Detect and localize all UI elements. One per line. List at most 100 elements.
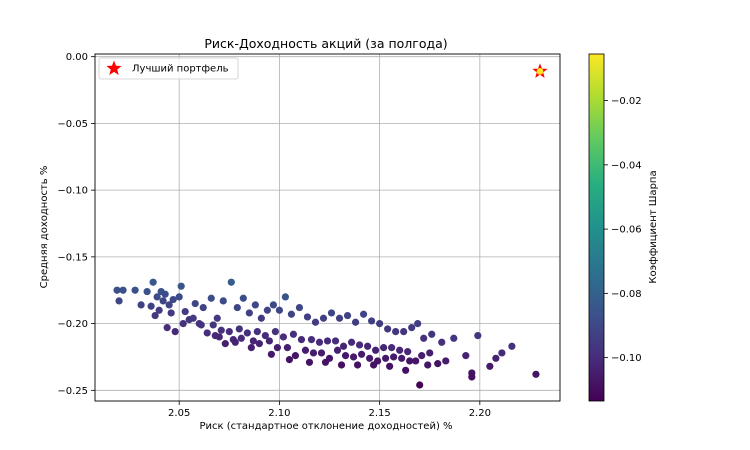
portfolio-point (309, 349, 318, 357)
x-axis: 2.05 2.10 2.15 2.20 (168, 401, 491, 419)
portfolio-point (147, 302, 155, 310)
legend: Лучший портфель (98, 57, 239, 80)
y-tick-label: −0.05 (57, 119, 88, 130)
plot-frame (94, 53, 561, 402)
portfolio-point (388, 344, 396, 352)
portfolio-point (396, 346, 404, 354)
portfolio-point (343, 311, 352, 320)
portfolio-point (159, 297, 167, 305)
portfolio-point (257, 314, 265, 322)
colorbar-tick-label: −0.10 (611, 353, 642, 364)
portfolio-point (243, 329, 251, 337)
legend-box (98, 57, 239, 80)
legend-star-shape (106, 60, 122, 75)
portfolio-point (221, 340, 229, 348)
portfolio-point (189, 314, 197, 322)
best-portfolio-point (536, 67, 544, 75)
portfolio-point (219, 297, 227, 305)
portfolio-point (392, 328, 400, 336)
portfolio-point (249, 337, 257, 345)
portfolio-point (438, 338, 446, 346)
portfolio-point (289, 330, 298, 338)
portfolio-point (167, 309, 175, 317)
y-axis: 0.00 −0.05 −0.10 −0.15 −0.20 −0.25 (57, 52, 95, 397)
portfolio-point (215, 333, 223, 341)
portfolio-point (287, 310, 296, 318)
portfolio-point (267, 350, 275, 358)
portfolio-point (400, 328, 408, 336)
portfolio-point (227, 278, 235, 286)
colorbar: −0.02 −0.04 −0.06 −0.08 −0.10 Коэффициент Ша… (588, 53, 659, 402)
portfolio-point (333, 346, 342, 354)
portfolio-point (341, 352, 350, 360)
x-tick-label: 2.10 (268, 408, 290, 419)
portfolio-point (406, 357, 414, 365)
portfolio-point (359, 310, 368, 318)
portfolio-point (255, 340, 263, 348)
portfolio-point (508, 342, 516, 350)
portfolio-point (153, 293, 161, 301)
portfolio-point (149, 278, 157, 286)
portfolio-point (245, 309, 253, 317)
portfolio-point (281, 293, 290, 301)
portfolio-point (323, 337, 332, 345)
portfolio-point (367, 317, 376, 325)
portfolio-point (532, 370, 540, 378)
portfolio-point (390, 353, 398, 361)
portfolio-point (179, 319, 187, 328)
portfolio-point (199, 303, 207, 312)
portfolio-point (169, 295, 177, 304)
portfolio-point (291, 352, 300, 360)
portfolio-point (119, 286, 127, 294)
grid (95, 54, 560, 401)
portfolio-point (355, 341, 364, 349)
portfolio-point (331, 337, 340, 345)
portfolio-point (349, 353, 358, 361)
portfolio-point (468, 373, 476, 381)
portfolio-point (269, 301, 277, 309)
portfolio-point (386, 362, 394, 370)
portfolio-point (424, 361, 432, 369)
portfolio-point (414, 319, 422, 328)
portfolio-point (253, 328, 261, 336)
colorbar-ticks: −0.02 −0.04 −0.06 −0.08 −0.10 (604, 96, 642, 364)
portfolio-point (305, 358, 314, 366)
portfolio-point (191, 299, 199, 308)
portfolio-point (351, 318, 360, 326)
portfolio-point (273, 344, 281, 352)
portfolio-point (428, 330, 436, 338)
y-tick-label: 0.00 (66, 52, 88, 63)
portfolio-point (418, 352, 426, 360)
portfolio-point (235, 325, 243, 333)
portfolio-point (175, 293, 183, 301)
portfolio-point (426, 349, 434, 357)
portfolio-point (353, 361, 362, 369)
portfolio-point (365, 354, 374, 362)
portfolio-point (137, 301, 145, 309)
colorbar-tick-label: −0.08 (611, 289, 642, 300)
portfolio-point (115, 297, 123, 305)
portfolio-point (307, 336, 316, 344)
x-tick-label: 2.05 (168, 408, 190, 419)
portfolio-point (315, 338, 324, 346)
legend-label: Лучший портфель (132, 64, 229, 75)
portfolio-point (301, 346, 310, 354)
portfolio-point (363, 342, 372, 350)
portfolio-point (382, 354, 390, 362)
portfolio-point (237, 334, 245, 342)
portfolio-point (161, 290, 169, 298)
portfolio-point (408, 323, 416, 332)
portfolio-point (498, 349, 506, 357)
portfolio-point (492, 354, 500, 362)
portfolio-point (317, 349, 326, 357)
portfolio-point (303, 313, 312, 321)
portfolio-point (271, 328, 279, 336)
portfolio-point (319, 314, 328, 322)
portfolio-point (295, 303, 304, 312)
portfolio-point (239, 294, 247, 302)
portfolio-point (283, 344, 292, 352)
portfolio-point (155, 306, 163, 314)
colorbar-tick-label: −0.04 (611, 160, 642, 171)
portfolio-point (225, 328, 233, 336)
